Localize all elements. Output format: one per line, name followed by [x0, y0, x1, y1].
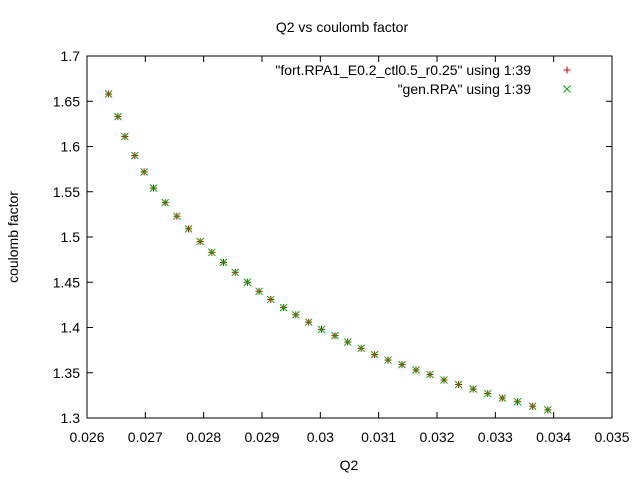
data-point-series-2 [140, 167, 149, 176]
data-point-series-2 [172, 212, 181, 221]
data-point-series-2 [219, 258, 228, 267]
data-point-series-2 [130, 151, 139, 160]
data-point-series-2 [255, 287, 263, 296]
y-tick-label: 1.55 [53, 184, 80, 200]
data-point-series-2 [331, 331, 339, 340]
data-point-series-2 [513, 397, 522, 406]
x-tick-label: 0.033 [478, 429, 513, 445]
y-axis-label: coulomb factor [5, 191, 21, 283]
data-point-series-2 [231, 268, 240, 277]
chart-title: Q2 vs coulomb factor [276, 19, 409, 35]
data-point-series-2 [114, 112, 122, 121]
y-tick-label: 1.45 [53, 274, 80, 290]
y-tick-label: 1.5 [61, 229, 81, 245]
legend-entry-marker [563, 66, 571, 74]
data-point-series-2 [266, 295, 275, 304]
y-tick-label: 1.7 [61, 48, 81, 64]
data-point-series-2 [343, 338, 352, 346]
x-tick-label: 0.034 [536, 429, 571, 445]
data-point-series-2 [398, 360, 406, 369]
data-point-series-2 [161, 198, 170, 207]
data-point-series-2 [528, 402, 537, 411]
data-point-series-2 [279, 303, 288, 312]
y-tick-label: 1.4 [61, 320, 81, 336]
x-tick-label: 0.035 [594, 429, 629, 445]
data-point-series-2 [440, 376, 448, 384]
x-tick-label: 0.027 [128, 429, 163, 445]
y-tick-label: 1.6 [61, 139, 81, 155]
x-axis: 0.026 0.027 0.028 0.029 0.03 0.031 0.032 0.033 0… [69, 56, 630, 445]
x-tick-label: 0.032 [419, 429, 454, 445]
data-point-series-2 [184, 225, 193, 233]
x-tick-label: 0.029 [244, 429, 279, 445]
x-axis-label: Q2 [340, 457, 359, 473]
data-point-series-2 [196, 237, 205, 246]
y-tick-label: 1.35 [53, 365, 80, 381]
data-point-series-2 [317, 325, 326, 334]
data-point-series-2 [370, 350, 379, 359]
y-axis: 1.3 1.35 1.4 1.45 1.5 1.55 1.6 1.65 1.7 [53, 48, 612, 426]
plot-area-border [86, 55, 613, 419]
y-tick-label: 1.3 [61, 410, 81, 426]
data-point-series-2 [498, 394, 507, 402]
data-point-series-2 [384, 356, 392, 364]
legend-entry-label: "gen.RPA" using 1:39 [398, 81, 532, 97]
data-point-series-2 [412, 366, 420, 374]
data-point-series-2 [149, 184, 158, 192]
legend-entry-label: "fort.RPA1_E0.2_ctl0.5_r0.25" using 1:39 [275, 62, 531, 78]
data-point-series-2 [426, 370, 434, 379]
x-tick-label: 0.028 [186, 429, 221, 445]
data-point-series-2 [357, 344, 366, 353]
legend: "fort.RPA1_E0.2_ctl0.5_r0.25" using 1:39… [275, 62, 571, 97]
y-tick-label: 1.65 [53, 93, 80, 109]
data-point-series-2 [469, 385, 478, 393]
x-tick-label: 0.026 [69, 429, 104, 445]
x-tick-label: 0.031 [361, 429, 396, 445]
data-point-series-2 [304, 318, 313, 326]
legend-entry-marker [563, 85, 571, 93]
data-points [104, 90, 552, 414]
data-point-series-2 [543, 406, 552, 414]
data-point-series-2 [291, 310, 300, 319]
x-tick-label: 0.03 [307, 429, 334, 445]
data-point-series-2 [121, 132, 129, 141]
data-point-series-2 [454, 380, 463, 389]
data-point-series-2 [207, 248, 216, 257]
data-point-series-2 [243, 278, 252, 287]
data-point-series-2 [483, 389, 492, 398]
data-point-series-2 [104, 90, 113, 98]
